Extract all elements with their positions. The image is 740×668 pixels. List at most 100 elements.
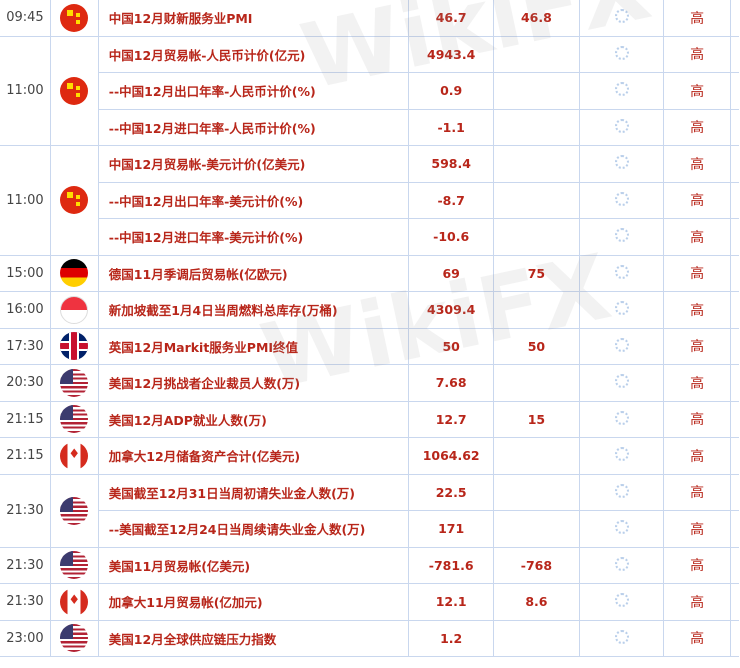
loading-spinner-icon bbox=[614, 45, 629, 60]
event-name[interactable]: 德国11月季调后贸易帐(亿欧元) bbox=[97, 254, 410, 292]
event-time: 20:30 bbox=[0, 364, 51, 402]
event-time: 11:00 bbox=[0, 35, 51, 146]
row-end bbox=[730, 108, 739, 146]
table-row: --中国12月出口年率-人民币计价(%) 0.9 高 bbox=[0, 72, 739, 110]
forecast-value: 15 bbox=[493, 400, 580, 438]
table-row: 23:00 美国12月全球供应链压力指数 1.2 高 bbox=[0, 619, 739, 657]
country-flag bbox=[49, 0, 99, 37]
actual-value bbox=[578, 473, 665, 511]
previous-value: 598.4 bbox=[408, 145, 495, 183]
singapore-flag-icon bbox=[60, 295, 89, 324]
row-end bbox=[730, 218, 739, 256]
event-name[interactable]: 中国12月贸易帐-美元计价(亿美元) bbox=[97, 145, 410, 183]
row-end bbox=[730, 181, 739, 219]
previous-value: 4943.4 bbox=[408, 35, 495, 73]
table-row: --中国12月出口年率-美元计价(%) -8.7 高 bbox=[0, 181, 739, 219]
forecast-value bbox=[493, 108, 580, 146]
event-name[interactable]: --中国12月出口年率-美元计价(%) bbox=[97, 181, 410, 219]
row-end bbox=[730, 291, 739, 329]
previous-value: -781.6 bbox=[408, 546, 495, 584]
row-end bbox=[730, 546, 739, 584]
country-flag bbox=[49, 145, 99, 256]
country-flag bbox=[49, 583, 99, 621]
event-name[interactable]: 美国12月全球供应链压力指数 bbox=[97, 619, 410, 657]
previous-value: 0.9 bbox=[408, 72, 495, 110]
row-end bbox=[730, 364, 739, 402]
event-time: 21:30 bbox=[0, 583, 51, 621]
usa-flag-icon bbox=[60, 551, 89, 580]
event-name[interactable]: --中国12月出口年率-人民币计价(%) bbox=[97, 72, 410, 110]
importance: 高 bbox=[663, 181, 731, 219]
forecast-value: -768 bbox=[493, 546, 580, 584]
table-row: 20:30 美国12月挑战者企业裁员人数(万) 7.68 高 bbox=[0, 364, 739, 402]
table-row: 11:00 中国12月贸易帐-人民币计价(亿元) 4943.4 高 bbox=[0, 35, 739, 146]
usa-flag-icon bbox=[60, 496, 89, 525]
forecast-value bbox=[493, 218, 580, 256]
previous-value: 171 bbox=[408, 510, 495, 548]
actual-value bbox=[578, 327, 665, 365]
forecast-value: 8.6 bbox=[493, 583, 580, 621]
importance: 高 bbox=[663, 437, 731, 475]
previous-value: -8.7 bbox=[408, 181, 495, 219]
actual-value bbox=[578, 35, 665, 73]
table-row: 11:00 中国12月贸易帐-美元计价(亿美元) 598.4 高 bbox=[0, 145, 739, 256]
table-row: 17:30 英国12月Markit服务业PMI终值 50 50 高 bbox=[0, 327, 739, 365]
event-name[interactable]: --中国12月进口年率-人民币计价(%) bbox=[97, 108, 410, 146]
country-flag bbox=[49, 291, 99, 329]
loading-spinner-icon bbox=[614, 155, 629, 170]
table-row: --美国截至12月24日当周续请失业金人数(万) 171 高 bbox=[0, 510, 739, 548]
importance: 高 bbox=[663, 473, 731, 511]
country-flag bbox=[49, 364, 99, 402]
table-row: 21:30 加拿大11月贸易帐(亿加元)12.18.6 高 bbox=[0, 583, 739, 621]
actual-value bbox=[578, 437, 665, 475]
importance: 高 bbox=[663, 510, 731, 548]
event-time: 09:45 bbox=[0, 0, 51, 37]
importance: 高 bbox=[663, 291, 731, 329]
country-flag bbox=[49, 619, 99, 657]
event-name[interactable]: --美国截至12月24日当周续请失业金人数(万) bbox=[97, 510, 410, 548]
event-name[interactable]: --中国12月进口年率-美元计价(%) bbox=[97, 218, 410, 256]
forecast-value bbox=[493, 181, 580, 219]
loading-spinner-icon bbox=[614, 374, 629, 389]
previous-value: 12.7 bbox=[408, 400, 495, 438]
event-name[interactable]: 美国12月ADP就业人数(万) bbox=[97, 400, 410, 438]
table-row: 16:00 新加坡截至1月4日当周燃料总库存(万桶) 4309.4 高 bbox=[0, 291, 739, 329]
actual-value bbox=[578, 619, 665, 657]
row-end bbox=[730, 72, 739, 110]
table-row: 15:00 德国11月季调后贸易帐(亿欧元) 69 75 高 bbox=[0, 254, 739, 292]
loading-spinner-icon bbox=[614, 191, 629, 206]
forecast-value bbox=[493, 619, 580, 657]
loading-spinner-icon bbox=[614, 410, 629, 425]
event-name[interactable]: 新加坡截至1月4日当周燃料总库存(万桶) bbox=[97, 291, 410, 329]
loading-spinner-icon bbox=[614, 264, 629, 279]
event-name[interactable]: 中国12月财新服务业PMI bbox=[97, 0, 410, 37]
loading-spinner-icon bbox=[614, 82, 629, 97]
table-row: --中国12月进口年率-人民币计价(%) -1.1 高 bbox=[0, 108, 739, 146]
table-row: --中国12月进口年率-美元计价(%) -10.6 高 bbox=[0, 218, 739, 256]
table-row: 09:45 中国12月财新服务业PMI 46.7 46.8 高 bbox=[0, 0, 739, 37]
loading-spinner-icon bbox=[614, 301, 629, 316]
row-end bbox=[730, 400, 739, 438]
forecast-value: 46.8 bbox=[493, 0, 580, 37]
loading-spinner-icon bbox=[614, 593, 629, 608]
row-end bbox=[730, 145, 739, 183]
previous-value: -10.6 bbox=[408, 218, 495, 256]
row-end bbox=[730, 619, 739, 657]
event-name[interactable]: 加拿大12月储备资产合计(亿美元) bbox=[97, 437, 410, 475]
event-name[interactable]: 英国12月Markit服务业PMI终值 bbox=[97, 327, 410, 365]
event-name[interactable]: 美国11月贸易帐(亿美元) bbox=[97, 546, 410, 584]
event-time: 21:30 bbox=[0, 473, 51, 548]
previous-value: 7.68 bbox=[408, 364, 495, 402]
usa-flag-icon bbox=[60, 624, 89, 653]
importance: 高 bbox=[663, 583, 731, 621]
event-time: 23:00 bbox=[0, 619, 51, 657]
event-name[interactable]: 加拿大11月贸易帐(亿加元) bbox=[97, 583, 410, 621]
importance: 高 bbox=[663, 327, 731, 365]
event-name[interactable]: 中国12月贸易帐-人民币计价(亿元) bbox=[97, 35, 410, 73]
loading-spinner-icon bbox=[614, 520, 629, 535]
event-name[interactable]: 美国12月挑战者企业裁员人数(万) bbox=[97, 364, 410, 402]
forecast-value bbox=[493, 364, 580, 402]
country-flag bbox=[49, 254, 99, 292]
event-name[interactable]: 美国截至12月31日当周初请失业金人数(万) bbox=[97, 473, 410, 511]
forecast-value bbox=[493, 473, 580, 511]
